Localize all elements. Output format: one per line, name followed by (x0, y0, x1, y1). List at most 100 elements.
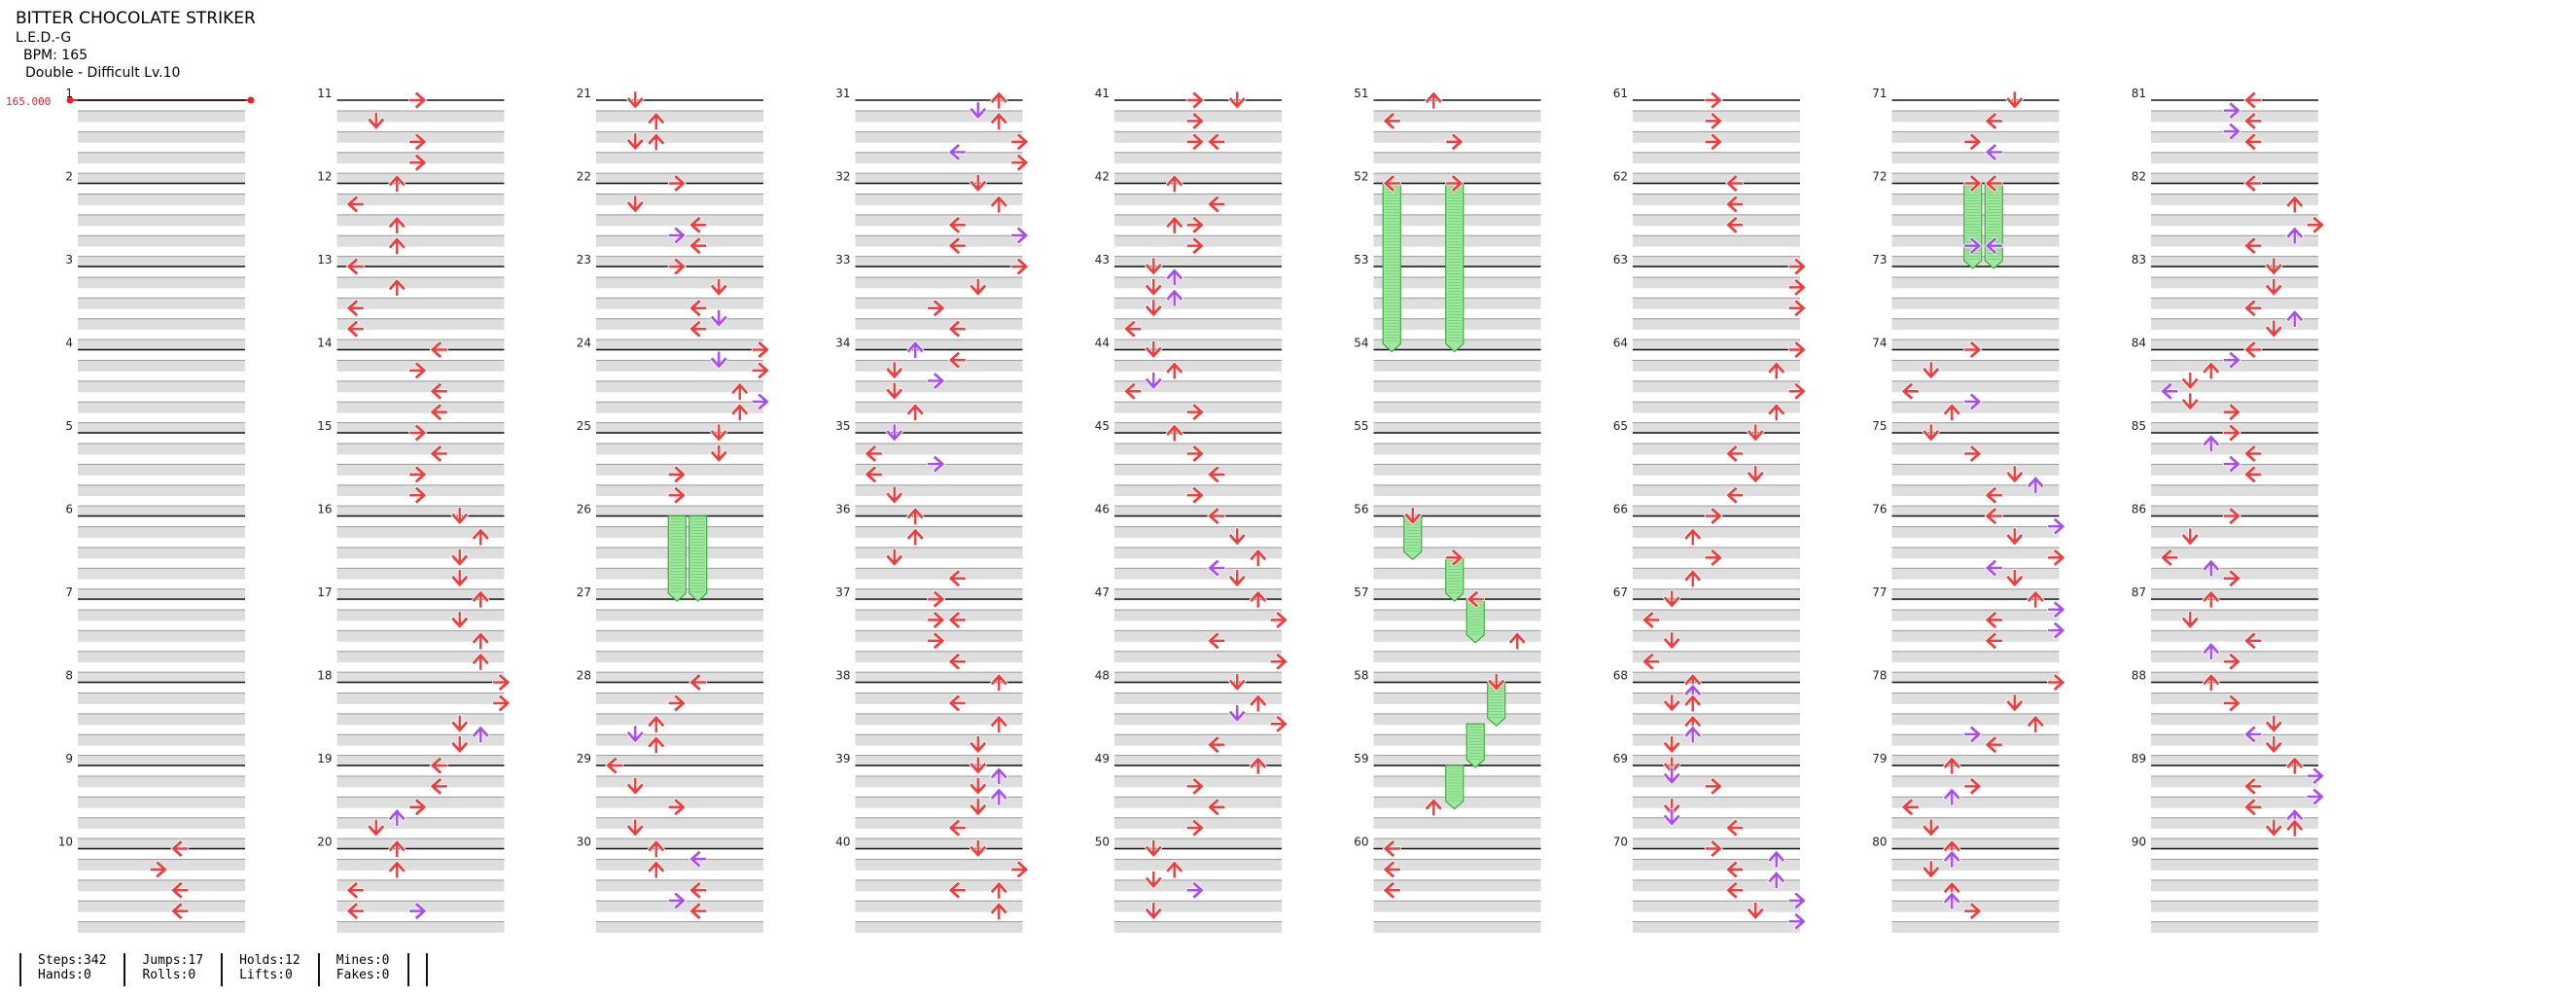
arrow-shape (1767, 870, 1786, 889)
beat-band (596, 380, 763, 393)
arrow-shape (1382, 111, 1401, 130)
arrow-shape (1123, 319, 1143, 338)
arrow-left-icon (1984, 111, 2003, 130)
beat-band (855, 817, 1023, 830)
beat-band (1373, 444, 1541, 455)
arrow-right-icon (1010, 226, 1030, 245)
beat-band (855, 194, 1023, 205)
arrow-right-icon (149, 860, 168, 879)
arrow-right-icon (1963, 236, 1983, 256)
arrow-shape (1445, 173, 1464, 194)
arrow-shape (471, 725, 490, 744)
beat-band (1114, 422, 1282, 434)
arrow-down-icon (2264, 735, 2283, 755)
arrow-left-icon (2243, 776, 2263, 796)
beat-band (1891, 464, 2060, 476)
arrow-right-icon (408, 902, 428, 921)
arrow-shape (709, 423, 728, 443)
measure-58: 58 (1354, 669, 1541, 766)
beat-band (2151, 256, 2318, 267)
arrow-up-icon (1165, 173, 1184, 193)
beat-band (336, 402, 505, 413)
arrow-left-icon (1725, 215, 1745, 234)
arrow-down-icon (1662, 589, 1681, 609)
arrow-left-icon (2243, 631, 2263, 651)
arrow-shape (2202, 558, 2221, 578)
measure-number: 24 (577, 337, 591, 350)
arrow-shape (989, 195, 1008, 214)
beat-band (1633, 630, 1800, 642)
hold-note (1487, 681, 1506, 728)
arrow-shape (1144, 277, 1163, 297)
beat-band (1633, 444, 1800, 455)
arrow-down-icon (1144, 871, 1163, 890)
arrow-shape (927, 299, 946, 318)
arrow-right-icon (1185, 444, 1205, 463)
measure-number: 85 (2132, 419, 2146, 433)
arrow-right-icon (2222, 454, 2241, 474)
arrow-shape (2005, 569, 2025, 588)
arrow-left-icon (947, 236, 967, 256)
arrow-shape (625, 132, 645, 152)
beat-band (855, 402, 1023, 413)
measure-number: 68 (1613, 669, 1628, 683)
arrow-shape (1963, 132, 1983, 152)
beat-band (1114, 298, 1282, 309)
arrow-down-icon (1662, 735, 1681, 755)
arrow-down-icon (625, 195, 645, 214)
arrow-shape (2047, 516, 2066, 536)
measure-number: 80 (1872, 836, 1887, 849)
arrow-shape (2264, 257, 2283, 276)
chart-difficulty: Double - Difficult Lv.10 (25, 65, 181, 81)
arrow-shape (2202, 641, 2221, 660)
beat-band (1633, 402, 1800, 413)
arrow-shape (1662, 808, 1681, 828)
arrow-down-icon (367, 818, 386, 837)
arrow-left-icon (170, 902, 190, 921)
measure-number: 53 (1354, 253, 1368, 267)
beat-band (1373, 734, 1541, 746)
measure-55: 55 (1354, 419, 1541, 517)
arrow-shape (947, 350, 967, 370)
arrow-up-icon (1424, 798, 1443, 817)
arrow-right-icon (1185, 776, 1205, 796)
arrow-down-icon (709, 350, 728, 370)
arrow-shape (688, 215, 708, 234)
beat-band (855, 339, 1023, 351)
arrow-right-icon (2306, 787, 2325, 806)
arrow-left-icon (429, 339, 448, 360)
arrow-left-icon (947, 142, 967, 161)
measure-51: 51 (1354, 87, 1541, 185)
measure-29: 29 (577, 752, 763, 850)
beat-band (2151, 484, 2318, 497)
arrow-up-icon (387, 838, 406, 858)
arrow-up-icon (2026, 475, 2045, 494)
measure-number: 81 (2132, 87, 2146, 100)
beat-band (855, 444, 1023, 455)
arrow-shape (1942, 787, 1961, 806)
beat-band (1633, 568, 1800, 580)
beat-band (596, 734, 763, 746)
arrow-right-icon (408, 361, 428, 380)
arrow-up-icon (1249, 756, 1268, 775)
arrow-left-icon (1382, 111, 1401, 130)
arrow-shape (450, 507, 470, 526)
beat-band (78, 672, 245, 684)
arrow-right-icon (2306, 215, 2325, 234)
beat-band (78, 817, 245, 830)
arrow-up-icon (905, 339, 925, 359)
arrow-shape (1185, 215, 1205, 234)
arrow-left-icon (864, 465, 883, 484)
beat-band (1114, 713, 1282, 726)
arrow-down-icon (1662, 766, 1681, 786)
arrow-down-icon (1227, 704, 1247, 724)
arrow-shape (2285, 195, 2305, 214)
beat-band (1114, 360, 1282, 372)
arrow-left-icon (947, 694, 967, 713)
arrow-shape (989, 787, 1008, 806)
arrow-left-icon (1984, 735, 2003, 755)
arrow-shape (864, 444, 883, 463)
measure-87: 87 (2132, 586, 2318, 684)
arrow-shape (1704, 548, 1723, 567)
hold-body (688, 515, 708, 602)
